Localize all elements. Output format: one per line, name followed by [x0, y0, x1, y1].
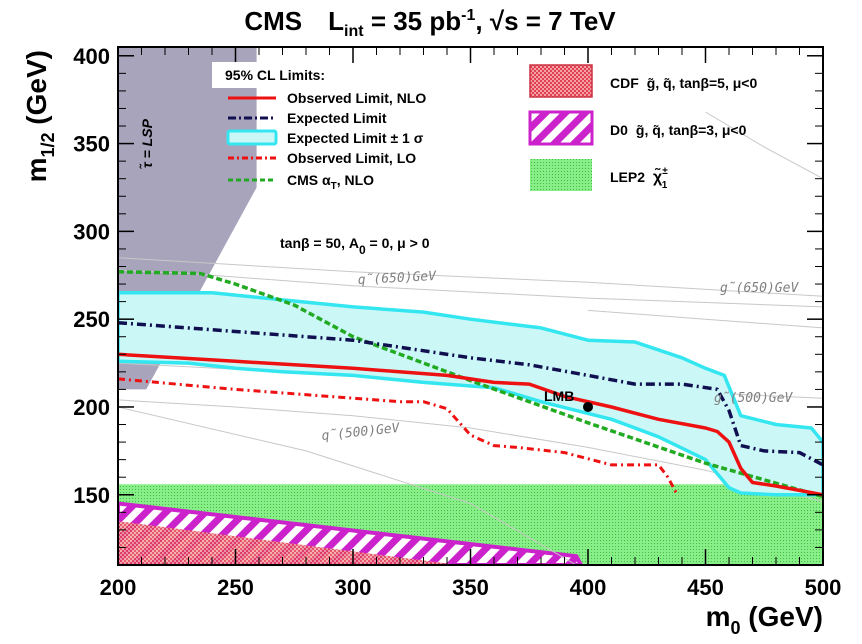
legend-header-bg	[212, 62, 324, 88]
legend-label-expected: Expected Limit	[287, 110, 387, 126]
y-tick-label: 250	[73, 307, 110, 332]
legend-header: 95% CL Limits:	[225, 67, 325, 83]
contour-label-squark-500: q̃(500)GeV	[321, 421, 402, 444]
legend-label-observed-lo: Observed Limit, LO	[287, 150, 416, 166]
legend-swatch-d0	[528, 110, 594, 146]
mass-contour-1	[118, 257, 823, 297]
y-tick-label: 350	[73, 132, 110, 157]
y-tick-label: 200	[73, 395, 110, 420]
observed-limit-nlo-line	[118, 352, 823, 497]
contour-label-gluino-650: g̃(650)GeV	[720, 281, 799, 296]
x-tick-label: 500	[805, 575, 842, 600]
legend-label-cdf: CDF g̃, q̃, tanβ=5, μ<0	[610, 75, 757, 91]
legend-right: CDF g̃, q̃, tanβ=5, μ<0 D0 g̃, q̃, tanβ=3,…	[528, 64, 757, 191]
expected-band-layer	[118, 291, 823, 497]
legend-label-expected-band: Expected Limit ± 1 σ	[287, 130, 424, 146]
lmb-label: LMB	[544, 388, 574, 404]
cdf-excluded-region	[118, 521, 459, 565]
y-tick-label: 400	[73, 44, 110, 69]
contour-label-gluino-500: g̃(500)GeV	[714, 391, 793, 406]
x-tick-label: 300	[335, 575, 372, 600]
mass-contour-6	[587, 309, 823, 329]
expected-limit-band	[118, 291, 823, 497]
x-tick-label: 400	[570, 575, 607, 600]
limit-lines	[118, 270, 823, 499]
stau-lsp-label: τ̃ = LSP	[138, 118, 155, 169]
observed-limit-lo-line	[118, 377, 679, 496]
x-axis-title: m0 (GeV)	[706, 601, 823, 638]
axis-ticks: 200 250 300 350 400 450 500 150 200 250 300 350 400	[73, 44, 841, 600]
legend-label-observed-nlo: Observed Limit, NLO	[287, 90, 426, 106]
mass-contour-5	[705, 111, 823, 180]
x-tick-label: 450	[687, 575, 724, 600]
x-tick-label: 350	[452, 575, 489, 600]
y-tick-label: 300	[73, 219, 110, 244]
legend-swatch-cdf	[529, 64, 593, 98]
legend-label-lep2: LEP2 χ̃± 1	[610, 166, 668, 191]
legend-swatch-lep2	[530, 159, 592, 191]
x-tick-label: 200	[100, 575, 137, 600]
cms-alphat-line	[118, 270, 823, 499]
filled-regions	[118, 47, 823, 565]
legend-left: 95% CL Limits: Observed Limit, NLO Expec…	[212, 62, 426, 192]
y-tick-label: 150	[73, 483, 110, 508]
expected-limit-line	[118, 320, 823, 467]
legend-label-d0: D0 g̃, q̃, tanβ=3, μ<0	[610, 122, 747, 138]
mass-contour-2	[118, 399, 823, 503]
legend-label-cms-alphat: CMS αT, NLO	[287, 172, 374, 192]
chart-title: CMS Lint = 35 pb-1, √s = 7 TeV	[244, 6, 616, 40]
x-tick-label: 250	[217, 575, 254, 600]
mass-contour-4	[118, 406, 577, 565]
lmb-benchmark-point	[583, 401, 593, 412]
y-axis-title: m1/2 (GeV)	[21, 50, 58, 182]
legend-swatch-expected-band	[226, 129, 278, 146]
model-parameters: tanβ = 50, A0 = 0, μ > 0	[280, 235, 430, 257]
contour-label-squark-650: q̃(650)GeV	[357, 269, 437, 288]
